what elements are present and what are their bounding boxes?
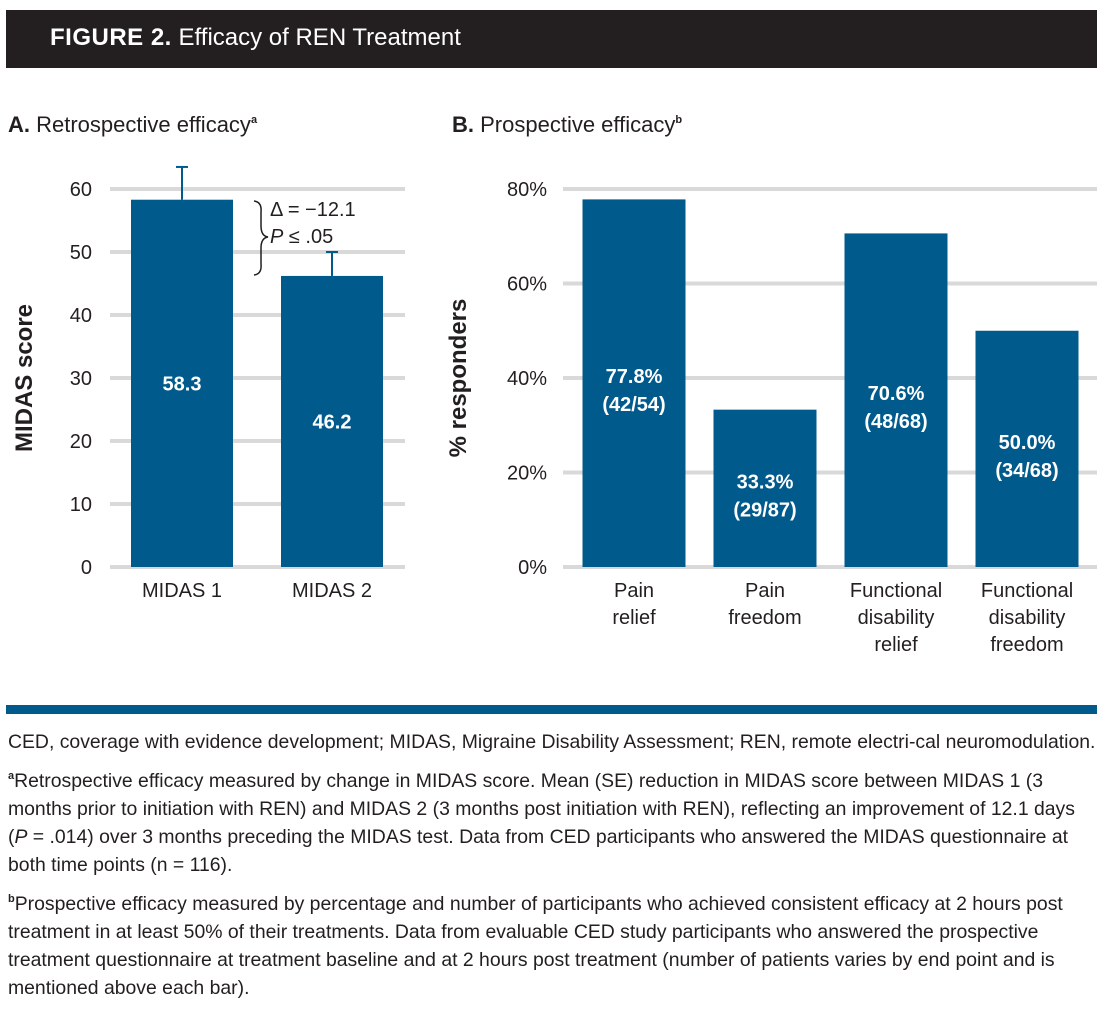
- separator-rule: [6, 705, 1097, 714]
- footnote-abbreviations: CED, coverage with evidence development;…: [8, 731, 1096, 753]
- panel-a-title: A. Retrospective efficacya: [8, 112, 257, 138]
- b-x-tick-label: freedom: [728, 607, 801, 629]
- b-value-label: (34/68): [995, 460, 1058, 482]
- b-y-tick-label: 40%: [507, 368, 547, 390]
- a-y-tick-label: 10: [70, 494, 92, 516]
- b-bar: [713, 409, 817, 567]
- panel-a-title-text: Retrospective efficacy: [36, 112, 251, 137]
- b-x-tick-label: relief: [874, 634, 918, 656]
- b-bar: [582, 199, 686, 567]
- a-x-tick-label: MIDAS 1: [142, 580, 222, 602]
- footnote-a-mark: a: [8, 770, 15, 782]
- a-y-tick-label: 30: [70, 368, 92, 390]
- figure-header: FIGURE 2. Efficacy of REN Treatment: [6, 10, 1097, 68]
- footnotes: CED, coverage with evidence development;…: [8, 728, 1098, 1008]
- b-value-label: 77.8%: [606, 366, 663, 388]
- b-value-label: 70.6%: [868, 383, 925, 405]
- panel-b-title: B. Prospective efficacyb: [452, 112, 682, 138]
- b-value-label: 33.3%: [737, 471, 794, 493]
- b-bar: [975, 330, 1079, 567]
- a-delta-label: Δ = −12.1: [270, 199, 356, 221]
- figure-title-text: Efficacy of REN Treatment: [178, 24, 461, 51]
- a-y-tick-label: 40: [70, 305, 92, 327]
- a-delta-brace: [253, 200, 269, 276]
- a-y-axis-title: MIDAS score: [11, 304, 38, 452]
- a-p-threshold: ≤ .05: [283, 226, 333, 248]
- b-x-tick-label: Pain: [614, 580, 654, 602]
- b-x-tick-label: Pain: [745, 580, 785, 602]
- a-p-value-label: P ≤ .05: [270, 226, 333, 248]
- footnote-b-text: Prospective efficacy measured by percent…: [8, 893, 1063, 999]
- b-x-tick-label: freedom: [990, 634, 1063, 656]
- panel-b-label: B.: [452, 112, 474, 137]
- figure-title: FIGURE 2. Efficacy of REN Treatment: [50, 24, 461, 52]
- a-y-tick-label: 50: [70, 242, 92, 264]
- footnote-a-text-1: Retrospective efficacy measured by chang…: [8, 770, 1075, 848]
- a-bar: [131, 199, 233, 567]
- b-x-tick-label: Functional: [981, 580, 1073, 602]
- b-y-tick-label: 60%: [507, 274, 547, 296]
- b-y-tick-label: 20%: [507, 463, 547, 485]
- a-value-label: 46.2: [313, 411, 352, 433]
- b-value-label: (42/54): [602, 394, 665, 416]
- b-y-tick-label: 80%: [507, 179, 547, 201]
- b-value-label: (48/68): [864, 411, 927, 433]
- b-bar: [844, 233, 948, 568]
- a-y-tick-label: 0: [81, 557, 92, 579]
- figure-label: FIGURE 2.: [50, 24, 172, 51]
- footnote-a-text-2: = .014) over 3 months preceding the MIDA…: [8, 826, 1069, 876]
- panel-a-label: A.: [8, 112, 30, 137]
- charts-canvas: 0 10 20 30 40 50 60 58.3 MIDAS 1 46.2 MIDAS 2 MIDAS…: [11, 165, 1097, 656]
- b-x-tick-label: disability: [858, 607, 935, 629]
- panel-a-footnote-mark: a: [250, 114, 258, 126]
- footnote-b: bProspective efficacy measured by percen…: [8, 885, 1098, 1002]
- a-y-tick-label: 60: [70, 179, 92, 201]
- a-y-tick-label: 20: [70, 431, 92, 453]
- b-y-tick-label: 0%: [518, 557, 547, 579]
- panel-b-footnote-mark: b: [675, 114, 683, 126]
- b-y-axis-title: % responders: [445, 299, 472, 458]
- panel-b-title-text: Prospective efficacy: [480, 112, 676, 137]
- footnote-a: aRetrospective efficacy measured by chan…: [8, 762, 1098, 879]
- a-bar: [281, 275, 383, 567]
- a-x-tick-label: MIDAS 2: [292, 580, 372, 602]
- b-x-tick-label: Functional: [850, 580, 942, 602]
- b-value-label: (29/87): [733, 499, 796, 521]
- a-value-label: 58.3: [163, 373, 202, 395]
- footnote-a-p-symbol: P: [14, 826, 28, 848]
- a-p-symbol: P: [270, 226, 284, 248]
- b-value-label: 50.0%: [999, 432, 1056, 454]
- b-x-tick-label: relief: [612, 607, 656, 629]
- b-x-tick-label: disability: [989, 607, 1066, 629]
- footnote-b-mark: b: [8, 893, 15, 905]
